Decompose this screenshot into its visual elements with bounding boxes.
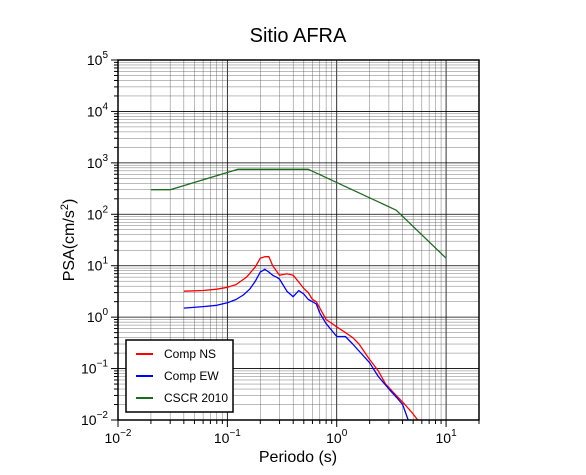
y-tick-label: 104 — [87, 101, 109, 119]
y-tick-label-exp: −2 — [97, 410, 109, 421]
x-tick-label-base: 10 — [214, 430, 230, 446]
y-tick-label-exp: −1 — [97, 359, 109, 370]
y-tick-label-base: 10 — [87, 103, 103, 119]
y-tick-label-exp: 3 — [102, 153, 108, 164]
x-tick-label: 10−1 — [214, 428, 241, 446]
y-tick-label-base: 10 — [87, 155, 103, 171]
y-tick-label-base: 10 — [81, 412, 97, 428]
x-tick-label-base: 10 — [436, 430, 452, 446]
x-tick-label-base: 10 — [326, 430, 342, 446]
legend-label: Comp EW — [164, 369, 219, 383]
y-tick-label-base: 10 — [87, 206, 103, 222]
series-lines — [150, 168, 447, 420]
x-tick-label-exp: −1 — [229, 428, 241, 439]
x-axis-label: Periodo (s) — [259, 449, 337, 466]
y-tick-label: 10−2 — [81, 410, 108, 428]
x-tick-label-exp: 1 — [451, 428, 457, 439]
x-tick-label: 101 — [436, 428, 458, 446]
x-tick-label: 100 — [326, 428, 348, 446]
y-tick-label: 10−1 — [81, 359, 108, 377]
y-tick-label-base: 10 — [81, 361, 97, 377]
x-tick-label-base: 10 — [105, 430, 121, 446]
y-tick-label-exp: 2 — [102, 204, 108, 215]
y-axis-label-main: PSA(cm/s — [61, 210, 78, 281]
y-tick-label-exp: 4 — [102, 101, 108, 112]
y-axis-label-sup: 2 — [59, 204, 71, 210]
y-tick-label-exp: 1 — [102, 256, 108, 267]
x-tick-label-exp: 0 — [342, 428, 348, 439]
chart-title: Sitio AFRA — [250, 25, 347, 47]
plot-frame — [117, 59, 480, 421]
y-tick-label: 101 — [87, 256, 109, 274]
series-line-cscr-2010 — [150, 168, 447, 259]
y-tick-label-base: 10 — [87, 258, 103, 274]
y-axis-label: PSA(cm/s2) — [59, 199, 78, 282]
y-tick-label-exp: 0 — [102, 307, 108, 318]
x-tick-label: 10−2 — [105, 428, 132, 446]
x-tick-label-exp: −2 — [120, 428, 132, 439]
y-tick-label: 102 — [87, 204, 109, 222]
y-tick-label: 103 — [87, 153, 109, 171]
y-tick-label-exp: 5 — [102, 50, 108, 61]
legend-label: Comp NS — [164, 347, 216, 361]
y-tick-label: 105 — [87, 50, 109, 68]
y-tick-label: 100 — [87, 307, 109, 325]
legend-label: CSCR 2010 — [164, 391, 228, 405]
series-line-comp-ns — [183, 256, 419, 420]
legend: Comp NS Comp EW CSCR 2010 — [125, 339, 234, 413]
series-line-comp-ew — [183, 268, 409, 420]
y-tick-label-base: 10 — [87, 52, 103, 68]
y-tick-label-base: 10 — [87, 309, 103, 325]
y-axis-label-tail: ) — [61, 199, 78, 204]
